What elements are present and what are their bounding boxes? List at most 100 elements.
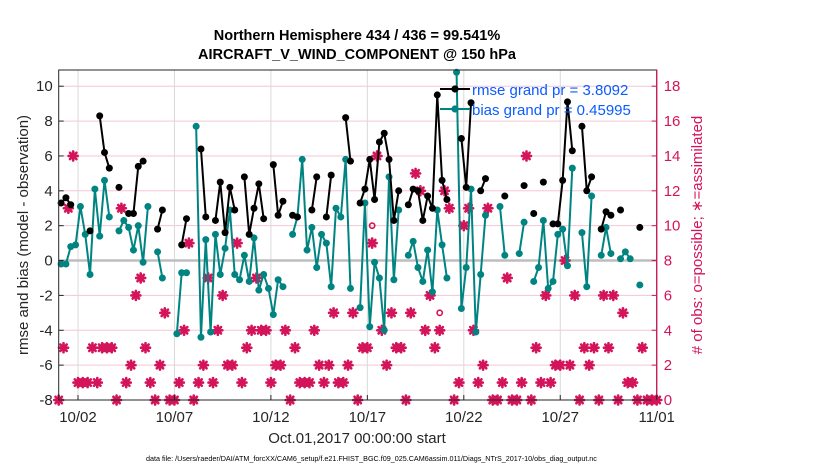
star-core (364, 345, 370, 351)
star-core (292, 345, 298, 351)
star-core (176, 379, 182, 386)
star-core (601, 292, 607, 299)
bias-point (211, 230, 219, 238)
obs-assimilated-marker (178, 324, 190, 337)
rmse-point (178, 241, 186, 249)
obs-assimilated-marker (212, 324, 224, 337)
rmse-point (313, 173, 321, 181)
obs-assimilated-marker (289, 341, 301, 354)
star-core (629, 379, 636, 386)
star-core (186, 240, 192, 246)
obs-assimilated-marker (564, 359, 576, 371)
x-tick-label: 10/27 (541, 409, 579, 426)
obs-assimilated-marker (404, 307, 417, 319)
rmse-point (308, 206, 316, 214)
rmse-point (385, 155, 393, 163)
star-core (475, 379, 481, 386)
obs-assimilated-marker (477, 359, 489, 371)
legend: rmse grand pr = 3.8092 bias grand pr = 0… (440, 82, 631, 119)
rmse-point (539, 178, 547, 186)
obs-assimilated-marker (578, 341, 591, 354)
obs-assimilated-marker (130, 289, 142, 302)
bias-point (568, 164, 576, 172)
obs-assimilated-marker (366, 237, 378, 249)
star-core (533, 345, 539, 351)
obs-assimilated-marker (279, 324, 292, 337)
obs-assimilated-marker (274, 359, 287, 371)
star-core (109, 345, 115, 351)
rmse-line (180, 218, 188, 246)
star-core (408, 310, 414, 316)
obs-assimilated-marker (67, 150, 79, 162)
bias-line (518, 222, 526, 254)
legend-bias-label: bias grand pr = 0.45995 (472, 102, 631, 119)
bias-point (356, 304, 364, 312)
rmse-point (481, 175, 489, 183)
bias-point (626, 255, 634, 263)
bias-point (250, 234, 258, 242)
star-core (485, 205, 491, 211)
star-core (456, 379, 462, 386)
star-core (85, 379, 91, 386)
obs-assimilated-marker (265, 376, 277, 389)
rmse-line (128, 160, 144, 215)
star-core (543, 292, 549, 299)
bias-point (588, 192, 596, 200)
obs-assimilated-marker (105, 341, 118, 354)
rmse-point (428, 204, 436, 212)
star-core (118, 205, 124, 211)
rmse-point (293, 213, 301, 221)
obs-assimilated-marker (482, 202, 494, 215)
rmse-point (617, 206, 625, 214)
y-tick-label: 6 (44, 148, 52, 165)
rmse-point (139, 157, 147, 165)
obs-assimilated-marker (539, 289, 552, 302)
y-ticks: -8 -6 -4 -2 0 2 4 6 8 10 (36, 78, 64, 409)
rmse-point (231, 206, 239, 214)
rmse-line (407, 94, 448, 221)
obs-assimilated-marker (457, 219, 470, 232)
x-tick-label: 10/17 (349, 409, 387, 426)
rmse-point (255, 180, 263, 188)
bias-point (380, 326, 388, 334)
rmse-point (342, 114, 350, 122)
rmse-point (395, 187, 403, 195)
rmse-point (419, 216, 427, 224)
rmse-line (553, 101, 574, 225)
obs-assimilated-marker (607, 289, 620, 302)
rmse-point (390, 216, 398, 224)
y-tick-label: 2 (44, 218, 52, 235)
rmse-point (115, 183, 123, 191)
star-core (499, 379, 505, 386)
bias-line (195, 126, 284, 338)
rmse-line (580, 126, 593, 192)
rmse-line (199, 148, 207, 218)
rmse-point (279, 197, 287, 205)
obs-assimilated-marker (81, 376, 94, 389)
obs-assimilated-marker (134, 272, 147, 284)
rmse-point (602, 208, 610, 216)
rmse-point (583, 187, 591, 195)
bias-line (498, 206, 506, 256)
rmse-line (344, 117, 352, 162)
star-core (89, 345, 96, 351)
obs-assimilated-marker (472, 376, 485, 389)
bias-point (457, 304, 465, 312)
x-tick-label: 11/01 (638, 409, 674, 426)
obs-assimilated-marker (347, 307, 359, 319)
star-core (200, 362, 206, 368)
legend-rmse-marker (451, 85, 459, 93)
x-ticks: 10/02 10/07 10/12 10/17 10/22 10/27 11/01 (59, 395, 675, 426)
right-tick-label: 2 (664, 357, 672, 374)
star-core (437, 327, 443, 333)
right-tick-label: 6 (664, 287, 672, 304)
rmse-point (202, 213, 210, 221)
star-core (244, 345, 250, 351)
bias-point (361, 199, 369, 207)
rmse-point (597, 225, 605, 233)
rmse-point (260, 215, 268, 223)
bias-point (308, 223, 316, 231)
obs-assimilated-marker (115, 202, 128, 215)
right-tick-label: 14 (664, 148, 681, 165)
obs-assimilated-marker (260, 324, 272, 337)
